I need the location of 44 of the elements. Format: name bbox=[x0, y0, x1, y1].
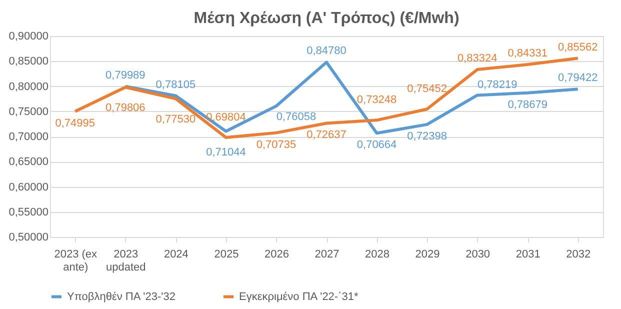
data-label: 0,75452 bbox=[407, 83, 447, 96]
data-label: 0,79989 bbox=[106, 69, 146, 82]
data-label: 0,83324 bbox=[457, 52, 498, 65]
legend-label: Υποβληθέν ΠΑ '23-'32 bbox=[67, 290, 176, 303]
y-tick-label: 0,60000 bbox=[8, 181, 48, 194]
y-tick-label: 0,55000 bbox=[8, 206, 48, 218]
x-tick-label: 2032 bbox=[566, 248, 591, 260]
data-label: 0,78105 bbox=[156, 78, 196, 91]
y-tick-label: 0,75000 bbox=[8, 106, 48, 118]
y-tick-label: 0,65000 bbox=[8, 156, 48, 168]
x-tick-label: 2023 updated bbox=[106, 248, 146, 274]
legend-label: Εγκεκριμένο ΠΑ '22-΄31* bbox=[239, 290, 359, 303]
data-label: 0,72637 bbox=[306, 129, 346, 142]
x-tick-label: 2023 (ex ante) bbox=[54, 248, 98, 274]
y-tick-label: 0,80000 bbox=[8, 80, 48, 93]
y-tick-label: 0,90000 bbox=[8, 30, 48, 42]
y-tick-label: 0,85000 bbox=[8, 56, 48, 68]
data-label: 0,71044 bbox=[206, 146, 246, 158]
x-tick-label: 2024 bbox=[164, 248, 188, 260]
data-label: 0,69804 bbox=[206, 111, 246, 124]
data-label: 0,85562 bbox=[558, 41, 598, 54]
x-tick-label: 2029 bbox=[415, 248, 440, 260]
x-tick-label: 2031 bbox=[516, 248, 540, 260]
x-tick-label: 2028 bbox=[365, 248, 390, 260]
data-label: 0,79422 bbox=[558, 72, 598, 84]
data-label: 0,70664 bbox=[356, 139, 397, 152]
chart-title: Μέση Χρέωση (Α' Τρόπος) (€/Mwh) bbox=[194, 10, 460, 27]
data-label: 0,84780 bbox=[306, 45, 346, 58]
data-label: 0,84331 bbox=[508, 47, 548, 60]
y-tick-label: 0,70000 bbox=[8, 131, 48, 143]
x-tick-label: 2025 bbox=[214, 248, 239, 260]
data-label: 0,79806 bbox=[106, 102, 146, 114]
data-label: 0,77530 bbox=[156, 114, 196, 126]
data-label: 0,74995 bbox=[55, 117, 96, 130]
y-tick-label: 0,50000 bbox=[8, 232, 48, 244]
data-label: 0,78679 bbox=[508, 98, 548, 111]
x-tick-label: 2027 bbox=[314, 248, 340, 260]
data-label: 0,76058 bbox=[276, 111, 316, 124]
x-tick-label: 2026 bbox=[264, 248, 289, 260]
data-label: 0,73248 bbox=[356, 94, 397, 106]
data-label: 0,70735 bbox=[256, 138, 296, 151]
data-label: 0,72398 bbox=[407, 130, 447, 142]
x-tick-label: 2030 bbox=[466, 248, 490, 260]
data-label: 0,78219 bbox=[477, 79, 518, 92]
